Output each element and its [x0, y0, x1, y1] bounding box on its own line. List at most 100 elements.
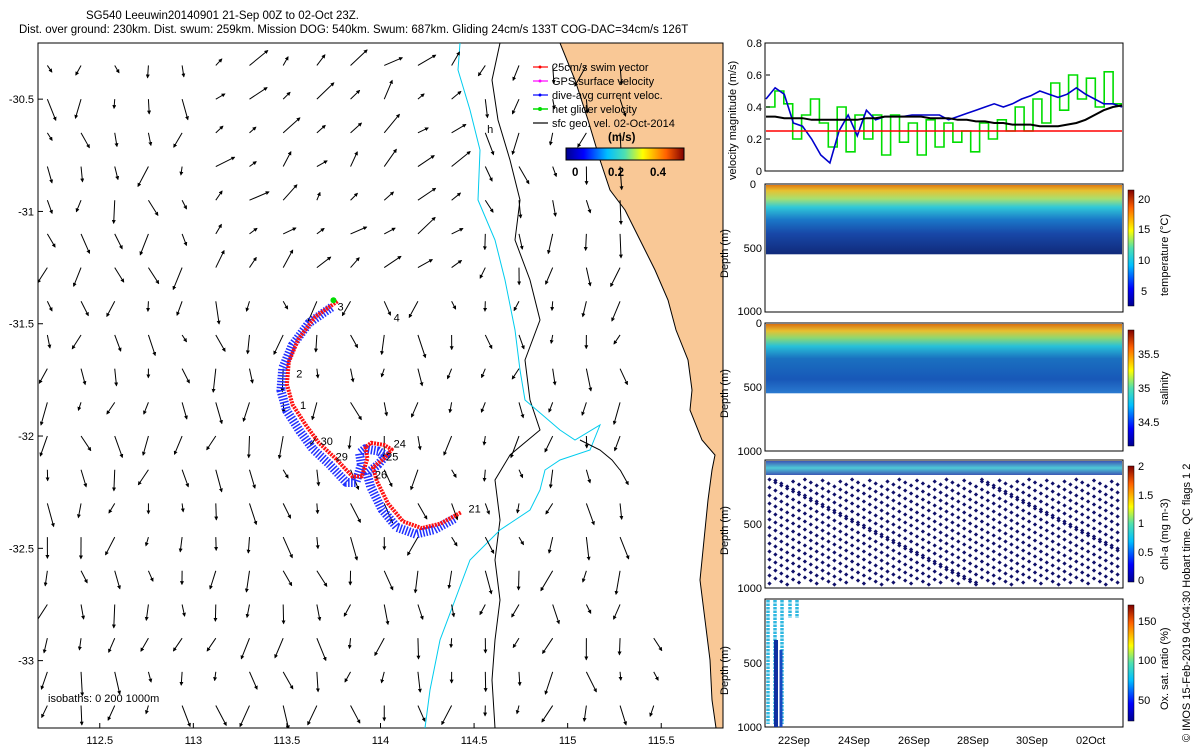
- chla-sample: [1015, 505, 1020, 510]
- chla-sample: [1015, 513, 1020, 518]
- velocity-arrow: [383, 79, 393, 100]
- chla-sample: [1085, 507, 1091, 512]
- chla-sample: [808, 514, 813, 519]
- chla-sample: [1003, 515, 1008, 520]
- chla-sample: [867, 502, 872, 507]
- velocity-arrow: [515, 705, 520, 715]
- chla-sample: [1080, 488, 1085, 493]
- chla-sample: [1003, 531, 1008, 536]
- ox-depth-500: 500: [744, 658, 762, 670]
- chla-sample: [879, 550, 884, 555]
- chla-sample: [1062, 529, 1067, 534]
- chla-sample: [785, 566, 790, 571]
- chla-sample: [997, 496, 1002, 501]
- velocity-arrow: [38, 604, 48, 625]
- velocity-arrow: [350, 368, 355, 383]
- chla-sample: [1109, 527, 1114, 532]
- velocity-arrow: [582, 705, 587, 722]
- chla-sample: [832, 492, 837, 497]
- chla-sample: [1038, 549, 1044, 554]
- velocity-arrow: [173, 132, 183, 148]
- chla-sample: [1003, 523, 1008, 528]
- velocity-arrow: [74, 99, 82, 119]
- chla-sample: [1062, 511, 1067, 516]
- chla-sample: [926, 582, 931, 587]
- chla-sample: [779, 523, 784, 528]
- chla-sample: [991, 493, 996, 498]
- chla-sample: [796, 516, 802, 521]
- velocity-arrow: [619, 503, 624, 520]
- map-ytick-label: -32: [18, 431, 34, 443]
- ox-ctick-50: 50: [1138, 695, 1150, 707]
- velocity-arrow: [618, 671, 623, 681]
- velocity-arrow: [552, 604, 560, 625]
- velocity-arrow: [311, 402, 318, 421]
- chla-sample: [897, 575, 902, 580]
- velocity-arrow: [215, 402, 223, 425]
- chla-sample: [796, 572, 802, 577]
- chla-sample: [814, 533, 819, 538]
- chla-sample: [873, 497, 878, 502]
- velocity-arrow: [585, 604, 592, 614]
- chla-sample: [785, 574, 790, 579]
- velocity-arrow: [144, 604, 149, 621]
- chla-sample: [950, 528, 955, 533]
- chla-sample: [897, 551, 902, 556]
- chla-sample: [785, 502, 790, 507]
- chla-sample: [838, 495, 843, 500]
- chla-sample: [1109, 519, 1114, 524]
- chla-sample: [1109, 543, 1114, 548]
- chla-sample: [891, 490, 896, 495]
- chla-sample: [1015, 521, 1020, 526]
- chla-sample: [920, 513, 926, 518]
- velocity-arrow: [76, 503, 82, 519]
- chla-sample: [867, 560, 872, 565]
- velocity-arrow: [46, 132, 53, 142]
- chla-sample: [979, 551, 985, 556]
- velocity-arrow: [181, 705, 191, 728]
- chla-sample: [1103, 500, 1108, 505]
- velocity-arrow: [451, 536, 458, 547]
- chla-sample: [1068, 490, 1073, 495]
- chla-sample: [944, 477, 949, 482]
- chla-sample: [1026, 485, 1032, 490]
- chla-sample: [938, 498, 943, 503]
- velocity-arrow: [46, 65, 53, 73]
- map-ytick-label: -33: [18, 656, 34, 668]
- chla-sample: [932, 527, 937, 532]
- velocity-arrow: [443, 435, 453, 456]
- chla-sample: [932, 479, 937, 484]
- chla-sample: [914, 534, 920, 539]
- chla-sample: [808, 546, 813, 551]
- chla-sample: [979, 495, 985, 500]
- velocity-arrow: [39, 402, 48, 426]
- chla-sample: [956, 563, 961, 568]
- chla-sample: [1003, 507, 1008, 512]
- velocity-arrow: [511, 368, 520, 380]
- chla-sample: [967, 505, 973, 510]
- velocity-arrow: [484, 99, 490, 119]
- chla-sample: [973, 524, 979, 529]
- chla-sample: [832, 566, 837, 571]
- velocity-arrow: [350, 503, 361, 524]
- chla-sample: [779, 507, 784, 512]
- chla-sample: [938, 522, 943, 527]
- chla-sample: [1056, 542, 1061, 547]
- chla-sample: [796, 482, 802, 487]
- chla-sample: [908, 507, 914, 512]
- chla-sample: [991, 509, 996, 514]
- velocity-arrow: [181, 99, 189, 121]
- chla-sample: [1109, 569, 1114, 574]
- chla-sample: [779, 531, 784, 536]
- chla-sample: [1050, 555, 1055, 560]
- chla-sample: [1085, 483, 1091, 488]
- chla-sample: [1032, 554, 1038, 559]
- chla-sample: [820, 512, 825, 517]
- chla-sample: [1050, 489, 1055, 494]
- velocity-arrow: [147, 199, 159, 217]
- velocity-arrow: [180, 503, 185, 513]
- chla-sample: [1003, 579, 1008, 584]
- map-ytick-label: -30.5: [9, 94, 34, 106]
- chla-sample: [844, 490, 849, 495]
